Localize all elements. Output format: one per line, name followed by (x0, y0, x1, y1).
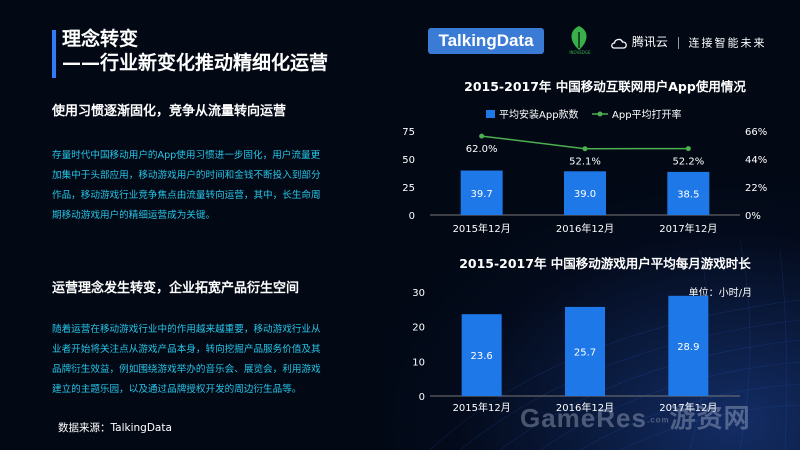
tencent-cloud-label: 腾讯云 (631, 35, 668, 49)
chart1-category-label: 2016年12月 (556, 222, 614, 235)
chart1-line-label: 52.1% (569, 157, 601, 168)
chart2-y-tick: 0 (419, 392, 425, 403)
chart1-bar (564, 171, 606, 215)
cloud-icon (611, 38, 627, 49)
chart1-right-tick: 44% (745, 155, 767, 166)
talkingdata-logo: TalkingData (428, 28, 544, 54)
data-source: 数据来源：TalkingData (58, 422, 172, 434)
section1-line: 加集中于头部应用，移动游戏用户的时间和金钱不断投入到部分 (52, 170, 321, 181)
chart1-bar-label: 39.0 (574, 189, 596, 200)
chart1-left-tick: 0 (409, 211, 415, 222)
legend-bar-swatch (486, 110, 495, 118)
watermark-text: GameRes (520, 403, 647, 433)
chart2-category-label: 2015年12月 (453, 401, 511, 414)
chart1-category-label: 2017年12月 (659, 222, 717, 235)
chart2-title: 2015-2017年 中国移动游戏用户平均每月游戏时长 (459, 256, 751, 271)
chart2-y-tick: 20 (412, 323, 425, 334)
page-title: 理念转变 (62, 28, 139, 50)
chart1-bar-label: 38.5 (677, 189, 699, 200)
section1-heading: 使用习惯逐渐固化，竞争从流量转向运营 (52, 104, 287, 119)
chart1-right-tick: 0% (745, 211, 761, 222)
page-subtitle: ——行业新变化推动精细化运营 (62, 52, 329, 74)
chart1-line-point (479, 133, 485, 139)
chart1-legend-bar: 平均安装App款数 (499, 108, 579, 121)
chart1-left-tick: 75 (402, 127, 415, 138)
chart1-line-label: 62.0% (466, 144, 498, 155)
section2-line: 品牌衍生效益，例如围绕游戏举办的音乐会、展览会，利用游戏 (52, 364, 321, 375)
chart1-legend-line: App平均打开率 (612, 108, 682, 121)
section2-line: 建立的主题乐园，以及通过品牌授权开发的周边衍生品等。 (52, 384, 302, 395)
gameres-watermark: GameRes.com游资网 (520, 398, 751, 435)
watermark-com: .com (646, 415, 670, 425)
watermark-suffix: 游资网 (669, 403, 751, 433)
chart1-category-label: 2015年12月 (453, 222, 511, 235)
chart2-y-tick: 10 (412, 357, 425, 368)
chart1-line-point (582, 146, 588, 152)
brand-divider (677, 36, 679, 49)
chart2-category-label: 2016年12月 (556, 401, 614, 414)
chart2-unit: 单位：小时/月 (689, 286, 752, 299)
brand-slogan: 连接智能未来 (688, 36, 767, 50)
tencent-cloud-brand: 腾讯云 连接智能未来 (610, 33, 767, 51)
section1-paragraph: 存量时代中国移动用户的App使用习惯进一步固化，用户流量更 加集中于头部应用，移… (52, 146, 374, 226)
title-accent-bar (52, 30, 56, 78)
chart1-bar (667, 171, 710, 215)
chart1-line-point (685, 146, 691, 152)
section2-line: 随着运营在移动游戏行业中的作用越来越重要，移动游戏行业从 (52, 324, 321, 335)
green-logo-caption: INOVEDGE (569, 50, 591, 55)
chart2-bar-label: 23.6 (471, 351, 493, 362)
section2-heading: 运营理念发生转变，企业拓宽产品衍生空间 (52, 281, 300, 296)
section1-line: 作品，移动游戏行业竞争焦点由流量转向运营，其中，长生命周 (52, 190, 321, 201)
section1-line: 存量时代中国移动用户的App使用习惯进一步固化，用户流量更 (52, 150, 321, 161)
chart2-bar (565, 306, 605, 396)
chart1-bar-label: 39.7 (471, 189, 493, 200)
chart1-left-tick: 25 (402, 183, 415, 194)
chart1-right-tick: 66% (745, 127, 767, 138)
chart2-bar-label: 25.7 (574, 347, 596, 358)
chart2-category-label: 2017年12月 (659, 401, 717, 414)
section2-line: 业者开始将关注点从游戏产品本身，转向挖掘产品服务价值及其 (52, 344, 321, 355)
chart1-left-tick: 50 (402, 155, 415, 166)
chart1-title: 2015-2017年 中国移动互联网用户App使用情况 (464, 79, 746, 94)
chart2-bar (668, 295, 709, 396)
chart2-y-tick: 30 (412, 288, 425, 299)
chart1-line-label: 52.2% (672, 157, 704, 168)
legend-line-marker (597, 111, 603, 117)
section2-paragraph: 随着运营在移动游戏行业中的作用越来越重要，移动游戏行业从 业者开始将关注点从游戏… (52, 320, 374, 400)
section1-line: 期移动游戏用户的精细运营成为关键。 (52, 210, 216, 221)
chart1-bar (460, 170, 503, 215)
green-leaf-logo-icon (571, 26, 587, 50)
chart2-bar (461, 314, 502, 396)
chart1-right-tick: 22% (745, 183, 767, 194)
chart2-bar-label: 28.9 (677, 342, 699, 353)
